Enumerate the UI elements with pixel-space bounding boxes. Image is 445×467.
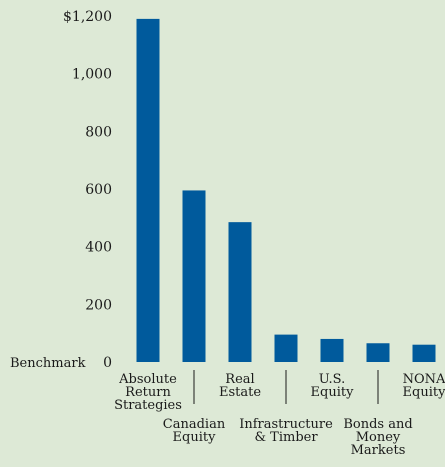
x-category-label: Equity	[403, 385, 445, 400]
x-category-label: U.S.	[319, 372, 345, 387]
x-category-label: Markets	[351, 443, 406, 458]
bar	[136, 18, 160, 363]
y-tick-label: 200	[85, 297, 112, 313]
bar	[182, 190, 206, 362]
y-tick-label: $1,200	[63, 9, 112, 25]
y-tick-label: 0	[103, 355, 112, 371]
y-tick-label: 400	[85, 240, 112, 256]
x-category-label: Absolute	[118, 372, 177, 387]
x-category-label: & Timber	[254, 430, 318, 445]
baseline-label: Benchmark	[10, 356, 86, 371]
y-tick-label: 800	[85, 124, 112, 140]
x-category-label: Real	[225, 372, 254, 387]
x-category-label: Strategies	[114, 398, 182, 413]
x-category-label: Estate	[219, 385, 261, 400]
y-axis-ticks: 0 200 400 600 800 1,000 $1,200	[63, 9, 112, 371]
bar	[412, 344, 436, 362]
x-category-label: NONA	[403, 372, 445, 387]
x-category-label: Money	[356, 430, 401, 445]
x-category-label: Equity	[311, 385, 355, 400]
x-axis-labels: AbsoluteReturnStrategiesCanadianEquityRe…	[114, 372, 445, 458]
y-tick-label: 1,000	[72, 67, 112, 83]
bar	[320, 338, 344, 362]
bar	[228, 222, 252, 362]
x-category-label: Return	[125, 385, 171, 400]
bar	[366, 343, 390, 362]
category-dividers	[193, 370, 379, 404]
x-category-label: Infrastructure	[239, 417, 333, 432]
x-category-label: Bonds and	[343, 417, 412, 432]
y-tick-label: 600	[85, 182, 112, 198]
bar	[274, 334, 298, 362]
x-category-label: Canadian	[163, 417, 226, 432]
x-category-label: Equity	[173, 430, 217, 445]
bars	[136, 18, 436, 363]
